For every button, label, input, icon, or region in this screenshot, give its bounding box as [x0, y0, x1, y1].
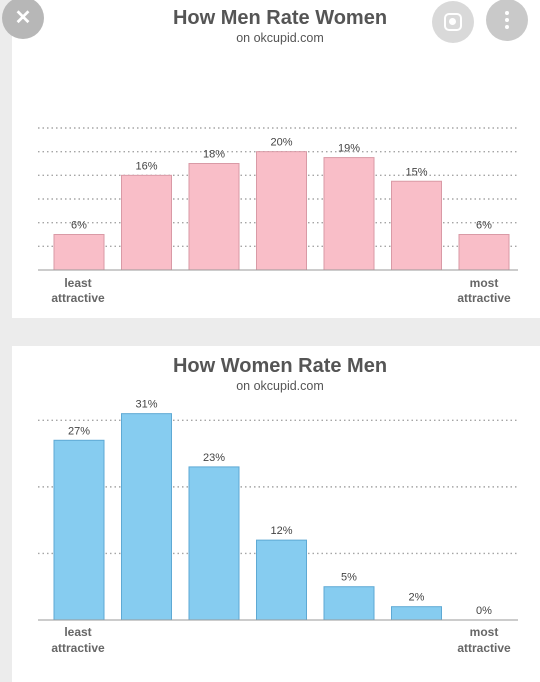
bar-6 — [391, 606, 442, 621]
data-label-2: 31% — [135, 399, 157, 411]
chart-panel-men-rate-women: How Men Rate Women on okcupid.com 6% 16% 1… — [12, 0, 540, 318]
chart-title: How Women Rate Men — [173, 355, 387, 377]
data-label-1: 27% — [68, 425, 90, 437]
close-button[interactable]: ✕ — [2, 0, 44, 39]
chart-title: How Men Rate Women — [173, 7, 387, 29]
chart-women-rate-men: How Women Rate Men on okcupid.com 27% 31%… — [38, 355, 518, 655]
data-label-5: 5% — [341, 572, 357, 584]
bar-1 — [53, 234, 105, 271]
bar-1 — [53, 439, 105, 621]
close-icon: ✕ — [14, 7, 32, 29]
x-label-right-line-1: most — [470, 625, 499, 639]
google-lens-icon — [444, 13, 462, 31]
data-label-6: 2% — [409, 592, 425, 604]
bar-3 — [188, 466, 240, 621]
data-label-1: 6% — [71, 220, 87, 232]
x-label-right-line-1: most — [470, 276, 499, 290]
bar-7 — [458, 234, 510, 271]
x-label-right-line-2: attractive — [457, 291, 511, 305]
chart-subtitle: on okcupid.com — [236, 31, 324, 45]
data-label-6: 15% — [405, 166, 427, 178]
bar-4 — [256, 151, 307, 271]
x-label-left-line-2: attractive — [51, 641, 105, 655]
data-label-4: 12% — [270, 525, 292, 537]
bar-4 — [256, 539, 307, 621]
x-label-left-line-1: least — [64, 276, 91, 290]
bar-2 — [121, 413, 172, 621]
data-label-7: 6% — [476, 220, 492, 232]
chart-subtitle: on okcupid.com — [236, 379, 324, 393]
x-label-right-line-2: attractive — [457, 641, 511, 655]
bar-2 — [121, 174, 172, 271]
x-label-left-line-2: attractive — [51, 291, 105, 305]
bar-5 — [323, 586, 375, 621]
google-lens-button[interactable] — [432, 1, 474, 43]
more-vertical-icon — [505, 11, 509, 29]
data-label-3: 23% — [203, 452, 225, 464]
bar-6 — [391, 180, 442, 271]
data-label-4: 20% — [270, 137, 292, 149]
x-label-left-line-1: least — [64, 625, 91, 639]
bar-5 — [323, 157, 375, 271]
more-options-button[interactable] — [486, 0, 528, 41]
data-label-5: 19% — [338, 143, 360, 155]
bar-3 — [188, 163, 240, 271]
data-label-3: 18% — [203, 149, 225, 161]
chart-men-rate-women: How Men Rate Women on okcupid.com 6% 16% 1… — [38, 7, 518, 305]
data-label-7: 0% — [476, 605, 492, 617]
chart-panel-women-rate-men: How Women Rate Men on okcupid.com 27% 31%… — [12, 346, 540, 682]
data-label-2: 16% — [135, 160, 157, 172]
